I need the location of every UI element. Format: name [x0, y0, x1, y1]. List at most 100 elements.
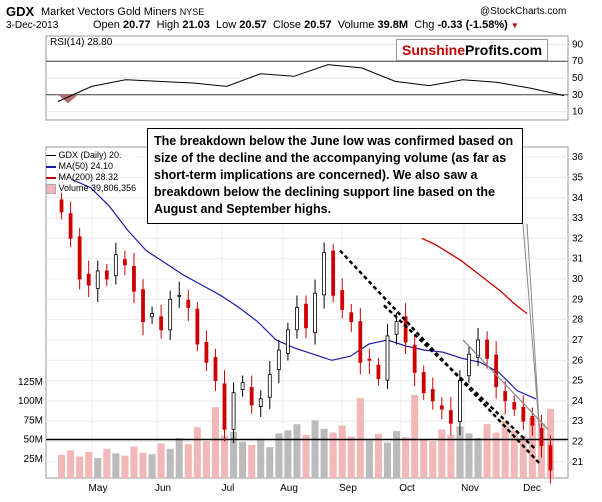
rsi-tick-label: 50: [572, 73, 584, 84]
volume-bar: [103, 448, 111, 478]
volume-bar: [193, 427, 201, 478]
candle-body: [141, 289, 145, 323]
volume-bar: [230, 431, 238, 478]
volume-bar: [483, 424, 491, 478]
candle-body: [503, 391, 508, 402]
ma50-line: [71, 178, 537, 400]
volume-bar: [175, 438, 183, 478]
price-tick-label: 28: [572, 315, 584, 326]
volume-bar: [383, 442, 392, 478]
candle-body: [240, 382, 245, 390]
candle-body: [412, 344, 417, 373]
month-label: Jul: [222, 483, 235, 494]
source-label: @StockCharts.com: [480, 6, 567, 17]
candle-body: [439, 405, 444, 410]
price-tick-label: 31: [572, 254, 584, 265]
rsi-title: RSI(14) 28.80: [50, 37, 113, 48]
volume-bar: [492, 432, 500, 478]
volume-tick-label: 125M: [18, 377, 43, 388]
volume-tick-label: 50M: [24, 435, 43, 446]
price-tick-label: 26: [572, 355, 584, 366]
volume-bar: [257, 438, 265, 478]
month-label: Oct: [399, 483, 415, 494]
candle-body: [213, 357, 218, 381]
price-tick-label: 36: [572, 152, 584, 163]
price-legend: GDX (Daily) 20. MA(50) 24.10 MA(200) 28.…: [46, 150, 137, 194]
candle-body: [494, 354, 499, 388]
volume-bar: [130, 446, 138, 478]
legend-ma50: MA(50) 24.10: [46, 161, 136, 172]
down-arrow-icon: ▼: [510, 21, 519, 30]
candle-body: [186, 299, 191, 308]
month-label: Dec: [523, 483, 541, 494]
candle-body: [304, 303, 308, 329]
rsi-oversold-fill: [58, 94, 78, 104]
candle-body: [258, 398, 263, 407]
candle-body: [467, 353, 471, 377]
volume-bar: [365, 440, 373, 478]
price-tick-label: 35: [572, 172, 584, 183]
rsi-line: [57, 64, 565, 102]
volume-bar: [329, 432, 337, 478]
volume-bar: [311, 420, 319, 478]
rsi-tick-label: 70: [572, 56, 584, 67]
ma200-line: [421, 237, 528, 315]
price-tick-label: 33: [572, 213, 584, 224]
candle-body: [340, 290, 345, 310]
price-tick-label: 22: [572, 437, 584, 448]
volume-bar: [76, 456, 84, 478]
candle-body: [376, 364, 381, 379]
candle-body: [195, 308, 200, 345]
legend-volume: Volume 39,806,356: [46, 183, 136, 194]
candle-body: [113, 254, 118, 277]
price-tick-label: 24: [572, 396, 584, 407]
volume-bar: [402, 437, 410, 478]
price-tick-label: 34: [572, 193, 584, 204]
candle-body: [132, 266, 136, 292]
candle-body: [222, 383, 227, 430]
volume-bar: [510, 430, 518, 478]
candle-body: [394, 321, 399, 335]
volume-bar: [85, 451, 93, 478]
price-tick-label: 30: [572, 274, 584, 285]
price-tick-label: 29: [572, 294, 584, 305]
resistance-line: [462, 339, 549, 430]
price-tick-label: 32: [572, 233, 584, 244]
volume-bar: [67, 450, 75, 478]
candle-body: [77, 236, 82, 280]
candle-body: [276, 349, 281, 371]
volume-bar: [474, 438, 482, 478]
quote-line: Open 20.77 High 21.03 Low 20.57 Close 20…: [93, 19, 519, 31]
candle-body: [476, 339, 480, 358]
candle-body: [249, 387, 254, 406]
candle-body: [322, 252, 327, 296]
volume-bar: [94, 458, 102, 478]
volume-bar: [438, 429, 446, 478]
candle-body: [313, 292, 317, 334]
candle-body: [231, 392, 236, 430]
volume-bar: [420, 439, 428, 478]
volume-tick-label: 100M: [18, 396, 43, 407]
candle-body: [204, 342, 209, 363]
month-label: Aug: [280, 483, 298, 494]
candle-body: [295, 307, 299, 331]
month-label: Nov: [461, 483, 479, 494]
quote-date: 3-Dec-2013: [6, 20, 59, 31]
price-tick-label: 23: [572, 416, 584, 427]
volume-bar: [465, 433, 473, 478]
candle-body: [95, 270, 100, 289]
volume-bar: [501, 421, 509, 478]
candle-body: [403, 316, 408, 343]
candle-body: [104, 270, 109, 280]
volume-bar: [121, 455, 129, 478]
candle-body: [349, 312, 354, 323]
volume-bar: [211, 407, 219, 478]
volume-bar: [184, 444, 192, 478]
month-label: Jun: [155, 483, 171, 494]
volume-bar: [284, 430, 292, 478]
volume-bar: [275, 433, 283, 478]
candle-body: [168, 298, 173, 331]
volume-bar: [239, 441, 247, 478]
candle-body: [530, 415, 535, 426]
